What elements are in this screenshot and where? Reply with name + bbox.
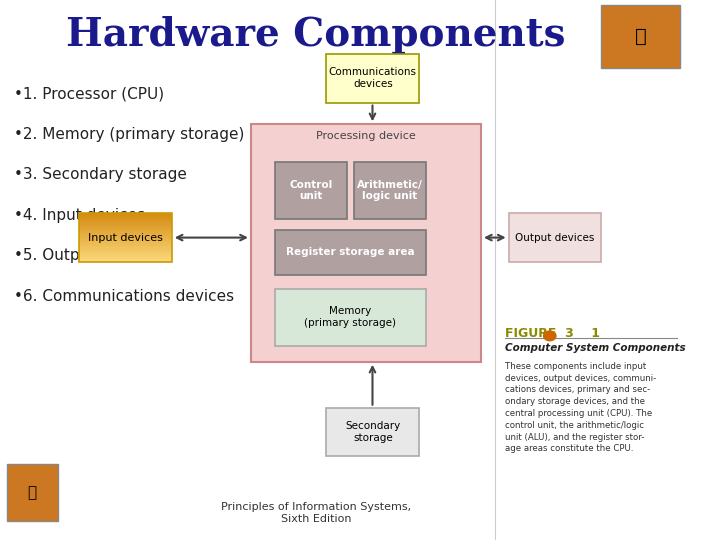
Bar — [275, 289, 426, 346]
Text: •2. Memory (primary storage): •2. Memory (primary storage) — [14, 127, 244, 142]
Bar — [275, 162, 347, 219]
Text: Hardware Components: Hardware Components — [66, 16, 566, 54]
Text: •5. Output devices: •5. Output devices — [14, 248, 158, 264]
Text: •1. Processor (CPU): •1. Processor (CPU) — [14, 86, 164, 102]
Bar — [79, 238, 172, 239]
Bar — [79, 221, 172, 223]
Text: Input devices: Input devices — [88, 233, 163, 242]
Bar — [79, 236, 172, 238]
Text: 🌳: 🌳 — [28, 485, 37, 501]
Text: Control
unit: Control unit — [289, 179, 333, 201]
Bar — [275, 230, 426, 275]
Bar — [79, 255, 172, 257]
Bar — [79, 218, 172, 220]
Bar — [79, 225, 172, 226]
Bar — [354, 162, 426, 219]
Bar — [326, 54, 419, 103]
Text: •4. Input devices: •4. Input devices — [14, 208, 145, 223]
Text: Secondary
storage: Secondary storage — [345, 421, 400, 443]
Bar — [326, 408, 419, 456]
Circle shape — [544, 331, 556, 341]
Bar — [79, 259, 172, 260]
Bar — [79, 260, 172, 262]
Bar — [79, 251, 172, 252]
Bar — [251, 124, 481, 362]
Text: 🌳: 🌳 — [634, 27, 647, 46]
Bar — [79, 252, 172, 254]
Bar — [79, 257, 172, 259]
Bar — [79, 231, 172, 233]
Bar — [79, 230, 172, 231]
Text: Principles of Information Systems,
Sixth Edition: Principles of Information Systems, Sixth… — [221, 502, 411, 524]
Text: These components include input
devices, output devices, communi-
cations devices: These components include input devices, … — [505, 362, 657, 454]
Text: Communications
devices: Communications devices — [329, 68, 417, 89]
Bar — [79, 247, 172, 249]
Text: Computer System Components: Computer System Components — [505, 343, 685, 353]
Bar — [79, 220, 172, 221]
Bar — [79, 223, 172, 225]
Bar — [79, 226, 172, 228]
Bar — [79, 233, 172, 234]
Text: FIGURE  3    1: FIGURE 3 1 — [505, 327, 600, 340]
Bar — [79, 254, 172, 255]
Bar — [79, 215, 172, 217]
Bar — [79, 241, 172, 242]
Text: Arithmetic/
logic unit: Arithmetic/ logic unit — [357, 179, 423, 201]
Bar — [79, 228, 172, 230]
Bar — [79, 239, 172, 241]
Bar — [508, 213, 601, 262]
Text: •3. Secondary storage: •3. Secondary storage — [14, 167, 186, 183]
Bar — [79, 217, 172, 218]
Text: Processing device: Processing device — [316, 131, 416, 141]
Text: Register storage area: Register storage area — [286, 247, 415, 258]
Bar — [79, 213, 172, 215]
Text: •6. Communications devices: •6. Communications devices — [14, 289, 234, 304]
Bar — [79, 213, 172, 262]
Bar — [79, 246, 172, 247]
Bar — [79, 249, 172, 251]
Text: Memory
(primary storage): Memory (primary storage) — [305, 306, 397, 328]
Bar — [79, 242, 172, 244]
Text: Output devices: Output devices — [516, 233, 595, 242]
Bar — [79, 234, 172, 236]
Bar — [601, 5, 680, 68]
Bar — [79, 244, 172, 246]
Bar — [7, 464, 58, 521]
